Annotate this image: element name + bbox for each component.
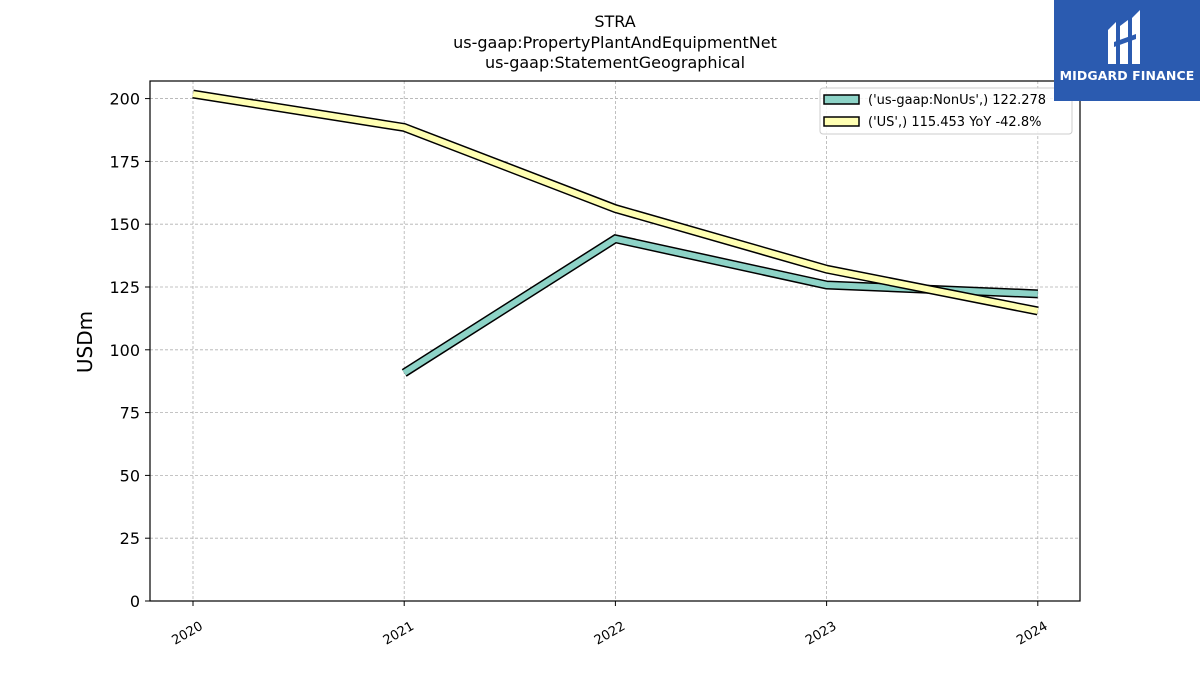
chart-title: STRA us-gaap:PropertyPlantAndEquipmentNe… [453,12,777,72]
logo-mark-icon [1108,10,1140,64]
y-tick-label: 25 [120,529,140,548]
y-tick-label: 125 [109,278,140,297]
x-tick-label: 2021 [381,619,417,649]
y-axis-label: USDm [73,311,97,373]
logo-text: MIDGARD FINANCE [1059,68,1195,83]
x-tick-label: 2023 [803,619,839,649]
x-tick-label: 2022 [592,619,628,649]
y-tick-label: 100 [109,341,140,360]
y-axis-ticks: 0 25 50 75 100 125 150 175 200 [109,90,150,611]
y-tick-label: 0 [130,592,140,611]
brand-logo: MIDGARD FINANCE [1054,0,1200,101]
chart-title-line-1: STRA [594,12,635,31]
legend: ('us-gaap:NonUs',) 122.278 ('US',) 115.45… [819,87,1073,135]
chart-title-line-2: us-gaap:PropertyPlantAndEquipmentNet [453,33,777,52]
legend-label: ('US',) 115.453 YoY -42.8% [868,115,1041,130]
series-line [402,235,1038,376]
x-axis-ticks: 2020 2021 2022 2023 2024 [170,601,1050,649]
legend-label: ('us-gaap:NonUs',) 122.278 [868,93,1046,108]
legend-swatch [823,94,860,105]
y-tick-label: 50 [120,466,140,485]
x-tick-label: 2020 [170,619,206,649]
chart-title-line-3: us-gaap:StatementGeographical [485,53,745,72]
grid [150,81,1080,602]
series-lines [192,89,1039,377]
legend-swatch [823,116,860,127]
y-tick-label: 175 [109,152,140,171]
legend-box [819,87,1073,135]
y-tick-label: 75 [120,404,140,423]
x-tick-label: 2024 [1014,619,1050,649]
y-tick-label: 200 [109,90,140,109]
y-tick-label: 150 [109,215,140,234]
series-line [192,91,1039,314]
